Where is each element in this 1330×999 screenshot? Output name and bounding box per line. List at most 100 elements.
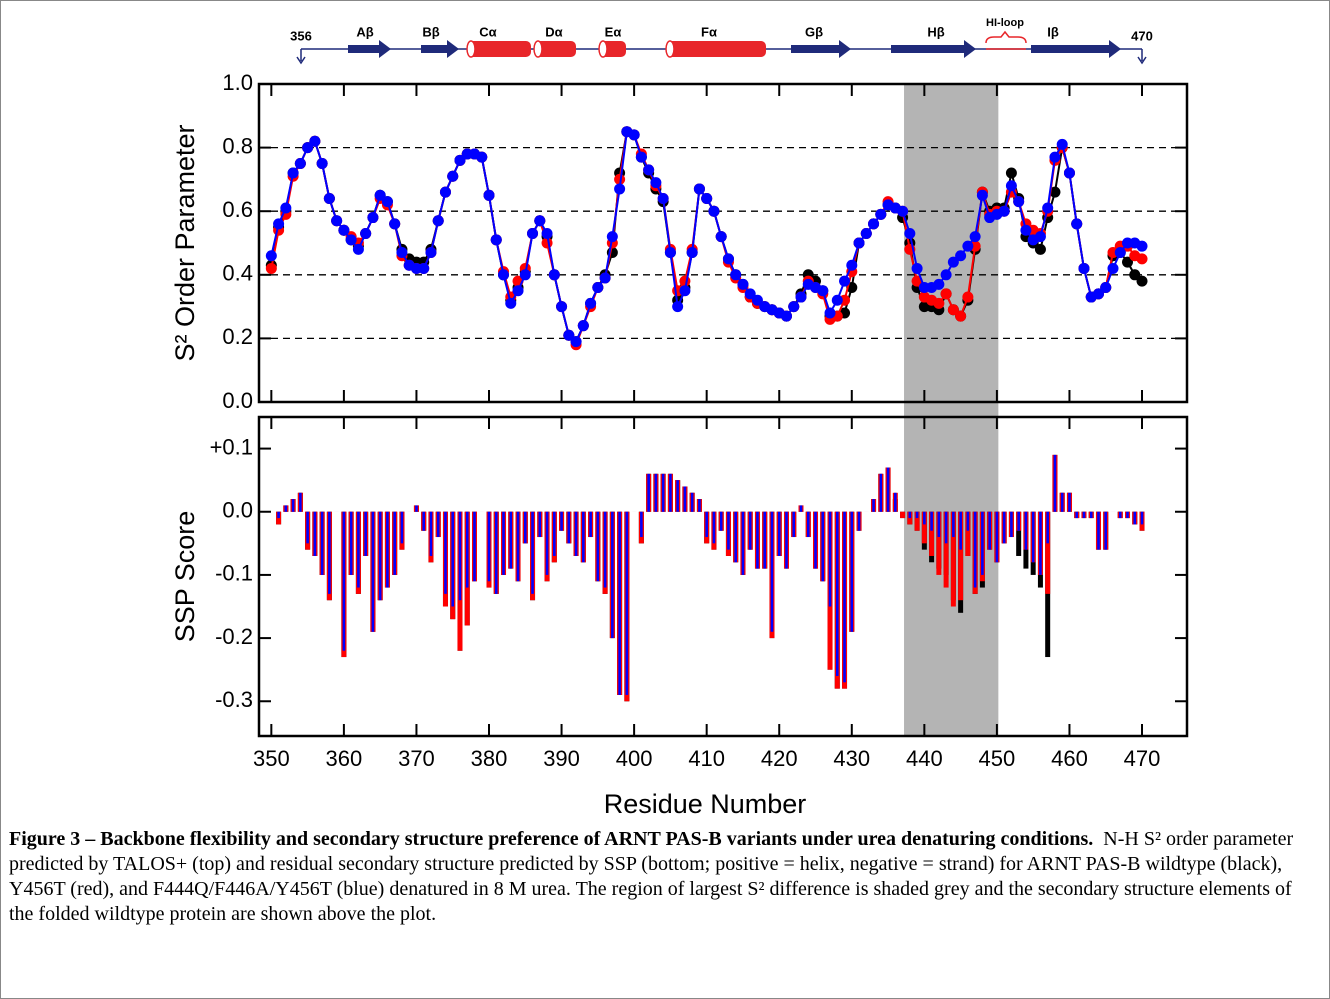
data-point: [374, 189, 386, 201]
x-axis-label: Residue Number: [604, 789, 807, 819]
data-point: [541, 227, 553, 239]
bar: [284, 505, 288, 512]
data-point: [846, 259, 858, 271]
bar: [1002, 511, 1006, 544]
data-point: [345, 234, 357, 246]
data-point: [788, 301, 800, 313]
data-point: [1136, 275, 1148, 287]
data-point: [737, 278, 749, 290]
bar: [929, 511, 935, 556]
topology-label: Dα: [545, 24, 562, 39]
x-tick-label: 360: [326, 746, 363, 771]
helix-cylinder: [666, 41, 766, 57]
data-point: [592, 282, 604, 294]
bar: [770, 511, 774, 632]
bar: [291, 499, 295, 512]
helix-cap: [598, 40, 608, 58]
bar: [603, 511, 607, 588]
data-point: [1136, 240, 1148, 252]
data-point: [432, 215, 444, 227]
bar: [1089, 511, 1093, 519]
bar: [654, 473, 658, 512]
data-point: [744, 288, 756, 300]
bar: [342, 511, 346, 651]
bar: [914, 511, 920, 531]
data-point: [1042, 202, 1054, 214]
data-point: [679, 285, 691, 297]
bar: [400, 511, 404, 544]
bar: [1082, 511, 1086, 519]
bar: [921, 511, 927, 544]
bar: [879, 473, 883, 512]
data-point: [1020, 224, 1032, 236]
data-point: [556, 301, 568, 313]
bar: [378, 511, 382, 601]
bar: [545, 511, 549, 575]
data-point: [577, 320, 589, 332]
bar: [1053, 454, 1057, 512]
bar: [676, 480, 679, 512]
bar: [386, 511, 389, 588]
data-point: [309, 135, 321, 147]
y-tick-label: 0.0: [222, 498, 253, 523]
data-point: [1122, 256, 1134, 268]
data-point: [316, 158, 328, 169]
data-point: [947, 304, 959, 316]
x-tick-label: 460: [1051, 746, 1088, 771]
data-point: [331, 215, 343, 227]
x-tick-label: 350: [253, 746, 290, 771]
data-point: [897, 205, 909, 217]
bar: [930, 511, 933, 531]
bar: [850, 511, 854, 632]
bar: [313, 511, 317, 556]
data-point: [273, 218, 285, 230]
bar: [669, 473, 672, 512]
data-point: [940, 269, 952, 281]
strand-arrow: [348, 40, 391, 58]
bar: [785, 511, 788, 569]
bar: [640, 511, 643, 538]
series-line: [270, 130, 1143, 344]
data-point: [686, 247, 698, 259]
bar: [611, 511, 614, 639]
bar: [502, 511, 505, 575]
data-point: [955, 310, 967, 322]
bar: [320, 511, 324, 575]
bar: [509, 511, 513, 569]
data-point: [1092, 288, 1104, 300]
data-point: [1005, 180, 1017, 192]
bar: [712, 511, 716, 544]
bar: [531, 511, 534, 594]
bar: [944, 511, 948, 544]
bar: [465, 511, 469, 588]
bar: [727, 511, 730, 550]
bar: [299, 492, 302, 512]
data-point: [1034, 243, 1046, 255]
bar: [872, 499, 875, 512]
bar: [981, 511, 984, 575]
data-point: [875, 208, 887, 220]
bar: [698, 499, 701, 512]
data-point: [599, 272, 611, 284]
helix-cap: [533, 40, 543, 58]
bar: [748, 511, 752, 550]
bar: [966, 511, 970, 531]
bar: [741, 511, 745, 575]
data-point: [302, 142, 314, 154]
bar: [1126, 511, 1129, 519]
x-tick-label: 370: [398, 746, 435, 771]
bar: [582, 511, 585, 563]
bar: [349, 511, 353, 575]
data-point: [548, 269, 560, 281]
data-point: [338, 224, 350, 236]
topology-end: [296, 49, 306, 65]
topology-label: Hβ: [927, 24, 944, 39]
data-point: [563, 329, 575, 341]
bar: [943, 511, 949, 588]
caption-title: Figure 3 – Backbone flexibility and seco…: [9, 828, 1094, 850]
data-point: [1100, 282, 1112, 294]
series-line: [270, 130, 1143, 347]
topology-label: Iβ: [1047, 24, 1059, 39]
data-point: [701, 192, 713, 204]
